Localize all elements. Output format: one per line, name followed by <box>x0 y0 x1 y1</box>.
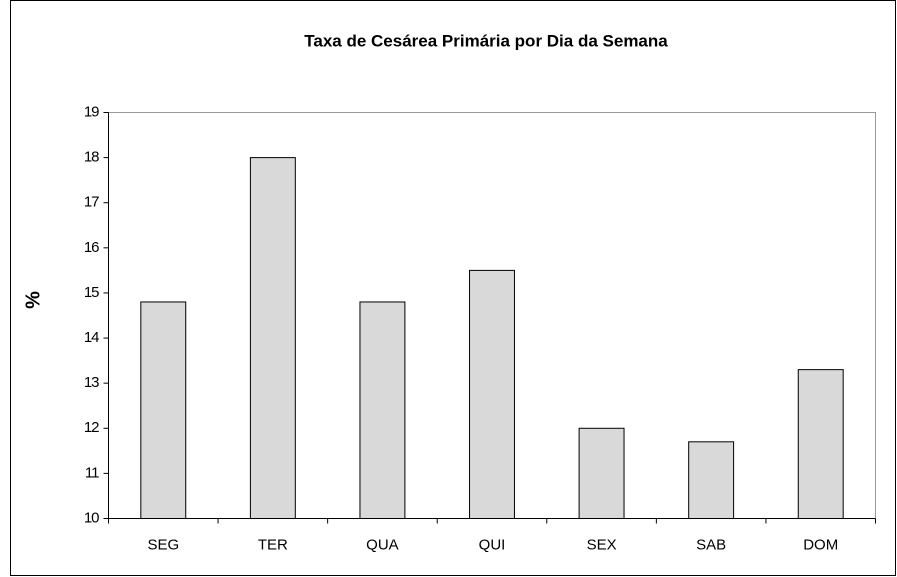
y-tick-label: 12 <box>84 419 99 436</box>
x-tick-label: SEG <box>147 536 179 553</box>
x-tick-label: SAB <box>696 536 726 553</box>
bar <box>688 441 735 519</box>
y-tick-label: 10 <box>84 509 99 526</box>
x-tick-label: DOM <box>803 536 838 553</box>
x-tick-label: SEX <box>587 536 617 553</box>
y-tick-label: 13 <box>84 374 99 391</box>
y-tick-label: 19 <box>84 103 99 120</box>
bar <box>797 369 844 519</box>
x-tick-label: QUA <box>366 536 399 553</box>
y-axis-label: % <box>22 291 44 309</box>
bar <box>469 269 515 519</box>
x-tick-label: QUI <box>479 536 506 553</box>
y-tick-label: 15 <box>84 284 99 301</box>
y-tick-label: 16 <box>84 239 99 256</box>
x-tick-label: TER <box>258 536 288 553</box>
chart-title: Taxa de Cesárea Primária por Dia da Sema… <box>304 31 668 50</box>
bar <box>359 301 406 520</box>
y-tick-label: 17 <box>84 194 99 211</box>
bar <box>578 427 625 519</box>
y-tick-label: 14 <box>84 329 99 346</box>
y-tick-label: 18 <box>84 149 99 166</box>
y-tick-label: 11 <box>85 464 99 481</box>
bar <box>140 301 187 520</box>
bar <box>249 157 296 519</box>
